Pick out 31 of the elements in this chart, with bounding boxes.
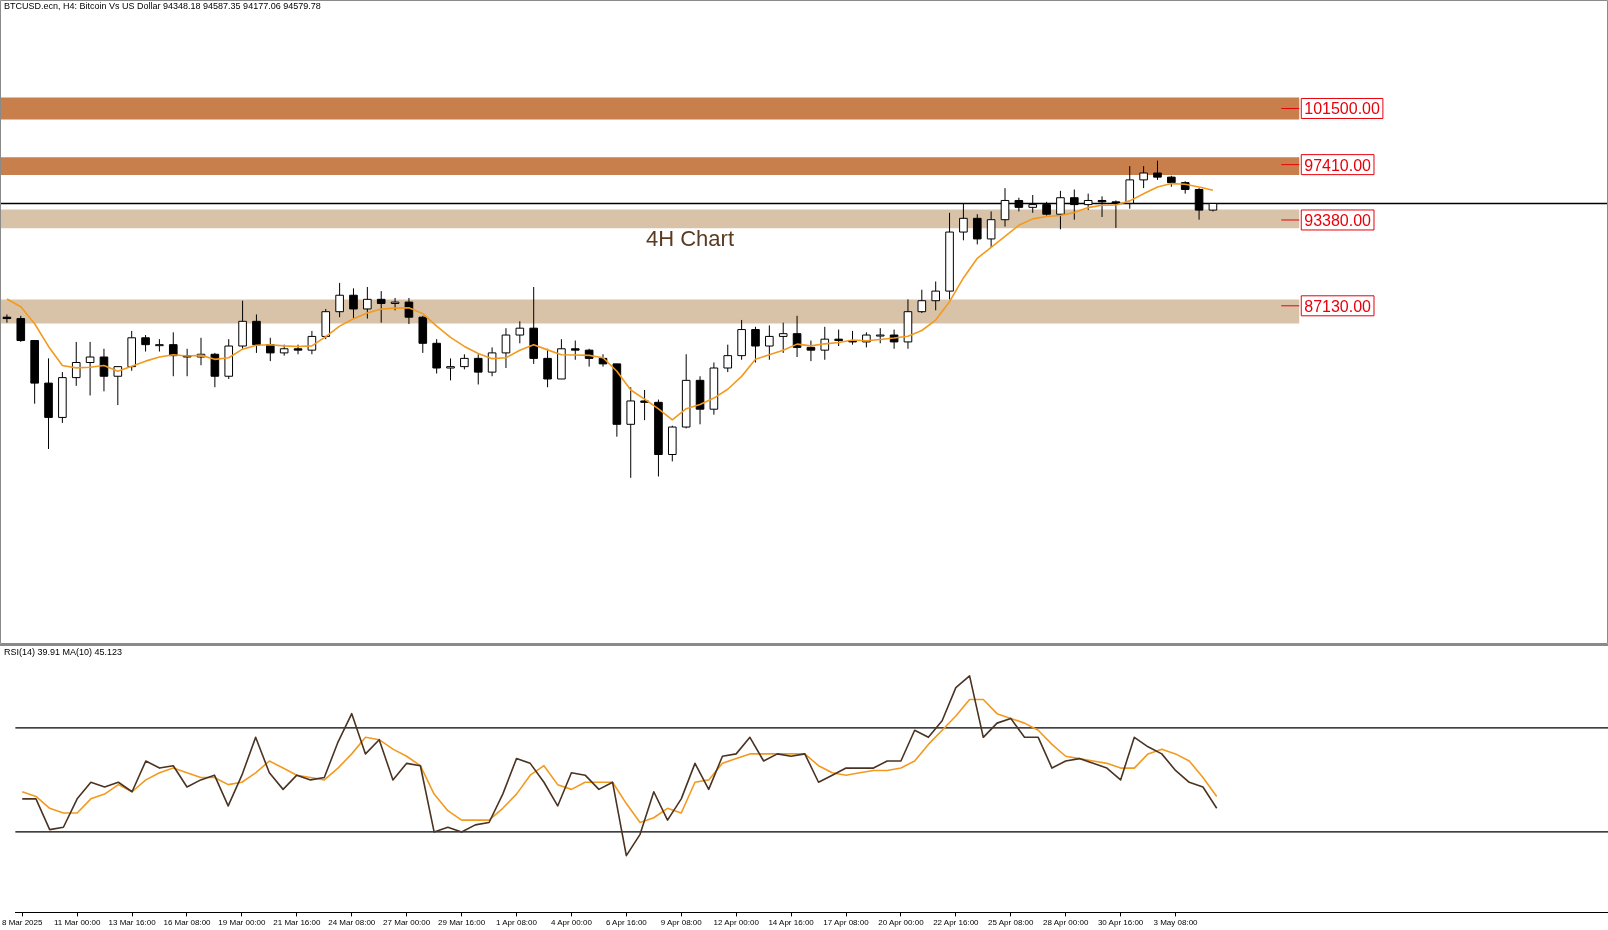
- x-tick-label: 30 Apr 16:00: [1097, 918, 1144, 928]
- x-tick-label: 12 Apr 00:00: [713, 918, 760, 928]
- x-tick-label: 14 Apr 16:00: [768, 918, 815, 928]
- x-tick-label: 19 Mar 00:00: [218, 918, 267, 928]
- ref-line-label: 87130.00: [1304, 297, 1372, 315]
- x-tick-label: 11 Mar 00:00: [53, 918, 101, 928]
- x-tick-label: 3 May 08:00: [1153, 918, 1199, 928]
- x-tick-label: 27 Mar 00:00: [383, 918, 431, 928]
- x-tick-label: 16 Mar 08:00: [163, 918, 212, 928]
- x-tick-label: 13 Mar 16:00: [108, 918, 157, 928]
- x-tick-label: 28 Apr 00:00: [1042, 918, 1089, 928]
- x-tick-label: 22 Apr 16:00: [933, 918, 980, 928]
- chart-title: RSI(14) 39.91 MA(10) 45.123: [4, 647, 123, 657]
- x-tick-label: 4 Apr 00:00: [550, 918, 593, 928]
- ref-line-label: 101500.00: [1304, 100, 1380, 118]
- chart-title: BTCUSD.ecn, H4: Bitcoin Vs US Dollar 94348.18 94587.35 94177.06 94579.78: [4, 1, 321, 11]
- x-tick-label: 24 Mar 08:00: [328, 918, 376, 928]
- ref-line-label: 97410.00: [1304, 156, 1372, 174]
- x-tick-label: 8 Mar 2025: [2, 918, 44, 928]
- x-tick-label: 20 Apr 00:00: [878, 918, 925, 928]
- x-tick-label: 6 Apr 16:00: [605, 918, 648, 928]
- x-tick-label: 1 Apr 08:00: [496, 918, 538, 928]
- x-tick-label: 17 Apr 08:00: [823, 918, 870, 928]
- candlestick: [640, 389, 649, 421]
- ref-line-label: 93380.00: [1304, 211, 1372, 229]
- x-tick-label: 21 Mar 16:00: [273, 918, 321, 928]
- x-tick-label: 29 Mar 16:00: [438, 918, 486, 928]
- x-tick-label: 25 Apr 08:00: [988, 918, 1034, 928]
- x-tick-label: 9 Apr 08:00: [660, 918, 703, 928]
- annotation: 4H Chart: [646, 226, 735, 252]
- candlestick: [751, 326, 760, 364]
